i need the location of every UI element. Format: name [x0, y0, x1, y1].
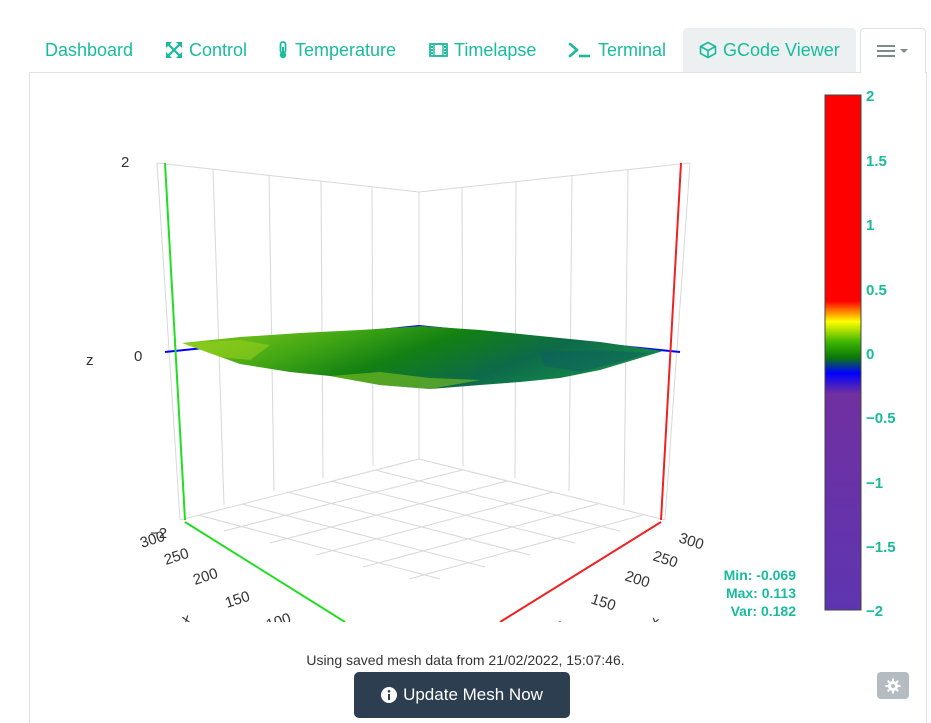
mesh-surface-highlight — [182, 340, 270, 360]
tab-control[interactable]: Control — [165, 28, 247, 72]
mesh-max: Max: 0.113 — [725, 585, 796, 601]
tab-gcode-viewer-label: GCode Viewer — [723, 39, 840, 60]
mesh-settings-button[interactable] — [877, 672, 909, 699]
x-right-axis-label: x — [649, 613, 662, 632]
mesh-surface — [182, 326, 663, 389]
x-right-tick-100: 100 — [552, 618, 581, 642]
mesh-surface-highlight-front — [330, 372, 480, 389]
tab-temperature[interactable]: Temperature — [277, 28, 396, 72]
tab-timelapse-label: Timelapse — [454, 39, 537, 60]
film-icon — [429, 43, 448, 57]
z-tick-minus2: −2 — [150, 525, 167, 542]
list-icon — [877, 45, 908, 57]
tab-temperature-label: Temperature — [295, 39, 397, 60]
x-left-tick-200: 200 — [191, 565, 220, 589]
colorbar-tick-minus-1-5: −1.5 — [866, 539, 896, 556]
x-left-tick-150: 150 — [223, 588, 252, 612]
tab-dashboard[interactable]: Dashboard — [45, 28, 133, 72]
colorbar-tick-minus-2: −2 — [866, 603, 883, 620]
x-left-tick-300: 300 — [138, 528, 167, 552]
colorbar-tick-0-5: 0.5 — [866, 282, 887, 299]
colorbar-tick-minus-1: −1 — [866, 475, 883, 492]
z-axis-right — [660, 162, 682, 521]
gear-icon — [885, 678, 901, 693]
mesh-stats: Min: -0.069 Max: 0.113 Var: 0.182 — [700, 566, 796, 620]
cube-icon — [699, 41, 717, 59]
tab-gcode-viewer[interactable]: GCode Viewer — [683, 28, 856, 72]
mesh-data-note: Using saved mesh data from 21/02/2022, 1… — [306, 652, 625, 668]
x-axis-left — [184, 521, 346, 622]
x-right-tick-300: 300 — [677, 530, 706, 554]
colorbar-tick-1: 1 — [866, 217, 874, 234]
colorbar-tick-2: 2 — [866, 88, 874, 105]
tab-menu-dropdown[interactable] — [860, 28, 926, 73]
terminal-icon — [568, 42, 590, 58]
plot-gridlines — [156, 162, 691, 580]
z-axis-left — [164, 162, 186, 521]
x-right-tick-150: 150 — [589, 591, 618, 615]
z-axis-label: z — [86, 352, 94, 369]
x-left-axis-label: x — [180, 610, 193, 629]
update-mesh-button-label: Update Mesh Now — [403, 685, 543, 704]
tab-terminal-label: Terminal — [598, 39, 667, 60]
update-mesh-button[interactable]: Update Mesh Now — [354, 672, 570, 718]
mesh-surface-shade — [540, 350, 650, 372]
x-left-tick-100: 100 — [264, 610, 293, 634]
colorbar — [824, 94, 862, 611]
tab-dashboard-label: Dashboard — [45, 39, 134, 60]
x-right-tick-250: 250 — [651, 548, 680, 572]
tab-bar: Dashboard Control Temperature Tim — [0, 0, 931, 73]
z-tick-0: 0 — [134, 348, 142, 365]
mesh-min: Min: -0.069 — [723, 567, 796, 583]
arrows-expand-icon — [166, 42, 182, 58]
x-axis-right — [499, 521, 662, 622]
tab-terminal[interactable]: Terminal — [568, 28, 666, 72]
info-circle-icon — [381, 687, 398, 703]
colorbar-tick-minus-0-5: −0.5 — [866, 410, 896, 427]
colorbar-tick-1-5: 1.5 — [866, 153, 887, 170]
x-left-tick-250: 250 — [162, 545, 191, 569]
tab-divider — [29, 72, 927, 73]
x-right-tick-200: 200 — [623, 568, 652, 592]
mesh-panel — [29, 72, 927, 723]
tab-control-label: Control — [189, 39, 248, 60]
tab-timelapse[interactable]: Timelapse — [429, 28, 536, 72]
thermometer-icon — [279, 41, 287, 59]
z-tick-2: 2 — [121, 154, 129, 171]
colorbar-tick-0: 0 — [866, 346, 874, 363]
mesh-variance: Var: 0.182 — [730, 603, 796, 619]
